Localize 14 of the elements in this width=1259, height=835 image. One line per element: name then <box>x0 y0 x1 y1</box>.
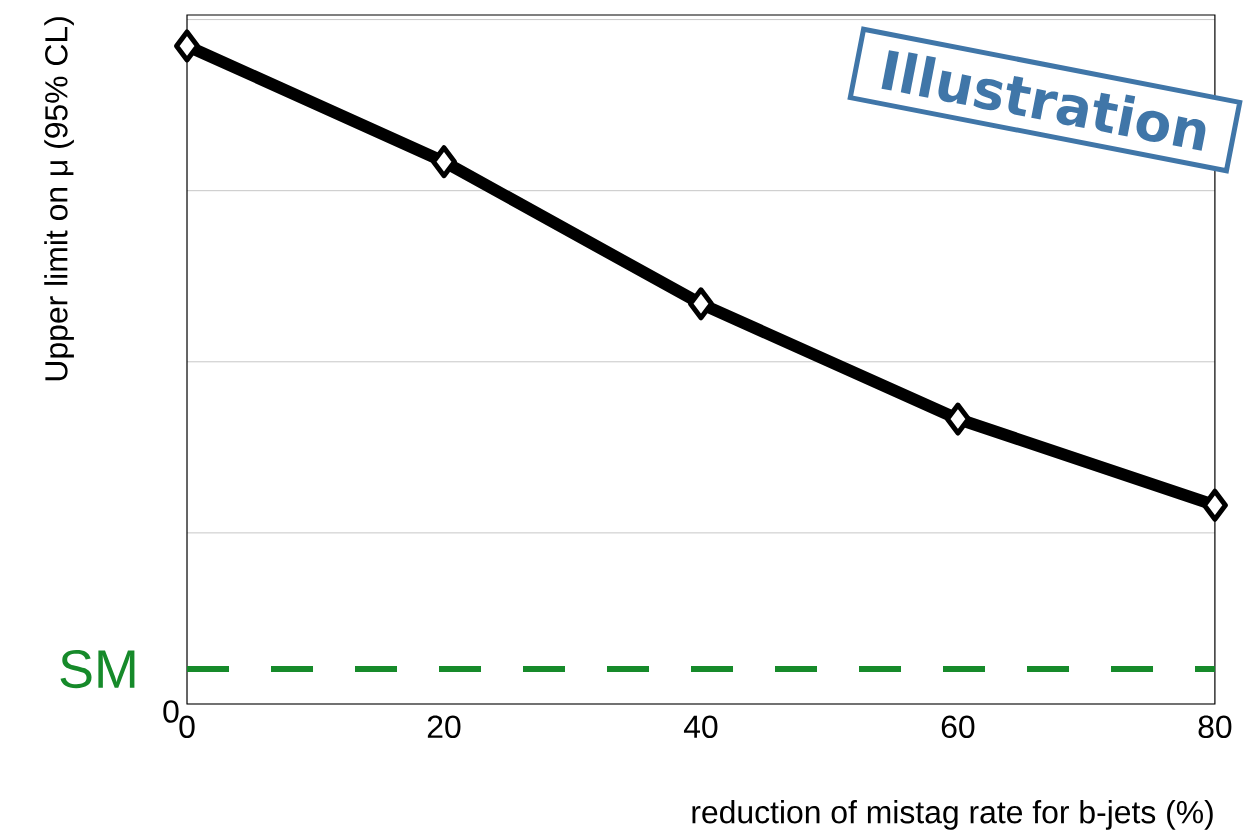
ref-line-label: SM <box>60 650 135 689</box>
point <box>944 402 971 436</box>
text: 0 <box>163 700 179 723</box>
point <box>430 145 457 179</box>
y-axis-title: Upper limit on μ (95% CL) <box>44 17 74 381</box>
x-axis-title: reduction of mistag rate for b-jets (%) <box>692 800 1213 830</box>
point <box>1201 488 1228 522</box>
x-tick-label: 80 <box>1198 715 1232 739</box>
x-tick-label: 40 <box>683 715 718 739</box>
point <box>174 29 201 63</box>
x-tick-label: 20 <box>427 715 461 739</box>
point <box>687 287 714 321</box>
x-tick-label: 0 <box>179 715 195 739</box>
x-tick-label: 60 <box>941 715 975 739</box>
